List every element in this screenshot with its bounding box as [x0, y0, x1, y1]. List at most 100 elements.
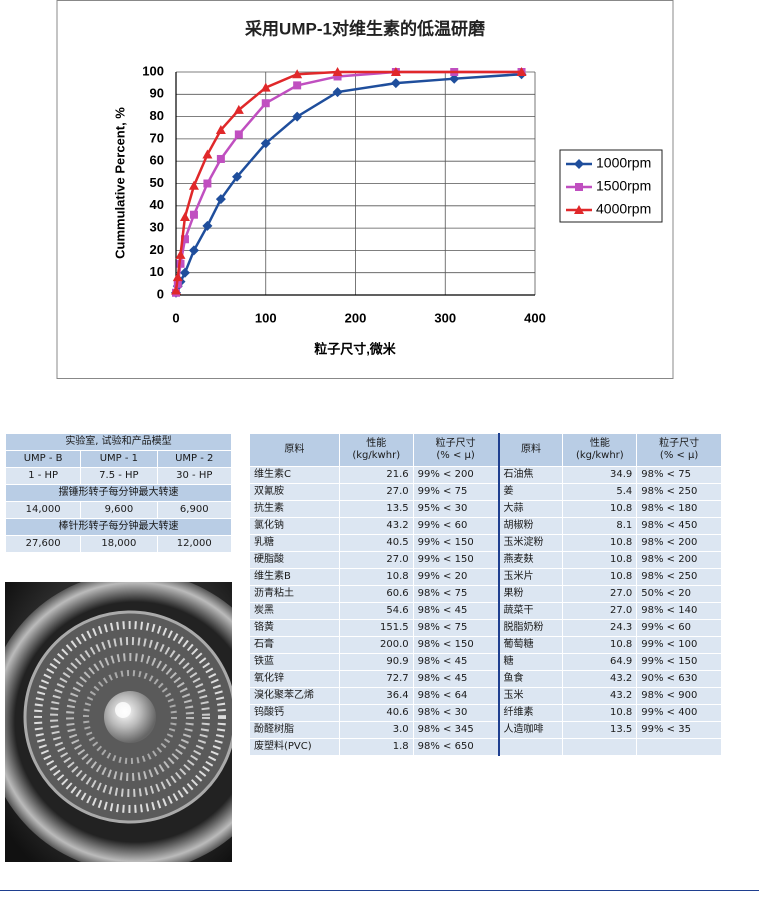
x-tick-label: 0	[172, 310, 179, 325]
table-cell: 葡萄糖	[497, 636, 564, 654]
table-row: 沥青粘土 60.6 98% < 75 果粉 27.0 50% < 20	[249, 585, 722, 603]
header-line: 原料	[284, 444, 305, 455]
table-cell: 糖	[497, 653, 564, 671]
table-cell: 废塑料(PVC)	[249, 738, 340, 756]
table-cell: 蔬菜干	[497, 602, 564, 620]
table-cell: 99% < 150	[412, 551, 500, 569]
table-row: 铬黄 151.5 98% < 75 脱脂奶粉 24.3 99% < 60	[249, 619, 722, 637]
y-tick-label: 30	[150, 220, 164, 235]
table-row: UMP - B UMP - 1 UMP - 2	[4, 450, 232, 468]
table-row: 硬脂酸 27.0 99% < 150 燕麦麸 10.8 98% < 200	[249, 551, 722, 569]
table-row: 炭黑 54.6 98% < 45 蔬菜干 27.0 98% < 140	[249, 602, 722, 620]
marker	[332, 87, 343, 98]
marker	[233, 104, 244, 114]
table-cell: 43.2	[338, 517, 414, 535]
table-cell: 石油焦	[497, 466, 564, 484]
table-cell: 脱脂奶粉	[497, 619, 564, 637]
table-cell: 大蒜	[497, 500, 564, 518]
table-cell: 10.8	[562, 534, 638, 552]
footer-rule	[0, 890, 759, 891]
table-row: 氧化锌 72.7 98% < 45 鱼食 43.2 90% < 630	[249, 670, 722, 688]
table-cell: 27.0	[338, 483, 414, 501]
table-cell: 98% < 45	[412, 653, 500, 671]
table-cell: 抗生素	[249, 500, 340, 518]
table-cell: 1 - HP	[4, 467, 82, 485]
section-title: 棒针形转子每分钟最大转速	[5, 518, 232, 536]
table-cell: 151.5	[338, 619, 414, 637]
table-cell: 7.5 - HP	[80, 467, 158, 485]
table-cell: 9,600	[80, 501, 158, 519]
table-cell: 10.8	[562, 500, 638, 518]
table-cell: 98% < 345	[412, 721, 500, 739]
marker	[215, 194, 226, 205]
marker	[203, 179, 212, 188]
marker	[292, 111, 303, 122]
table-cell: 98% < 75	[412, 619, 500, 637]
y-tick-label: 90	[150, 86, 164, 101]
marker	[232, 171, 243, 182]
table-cell: 钨酸钙	[249, 704, 340, 722]
table-cell: 99% < 200	[412, 466, 500, 484]
table-cell: 纤维素	[497, 704, 564, 722]
x-tick-label: 300	[434, 310, 456, 325]
table-cell: 99% < 60	[636, 619, 722, 637]
table-row: 酚醛树脂 3.0 98% < 345 人造咖啡 13.5 99% < 35	[249, 721, 722, 739]
table-cell: 铁蓝	[249, 653, 340, 671]
marker	[202, 220, 213, 231]
table-cell: 98% < 650	[412, 738, 500, 756]
x-tick-label: 100	[255, 310, 277, 325]
marker	[449, 73, 460, 84]
header-line: 性能	[366, 438, 387, 449]
table-row: 钨酸钙 40.6 98% < 30 纤维素 10.8 99% < 400	[249, 704, 722, 722]
table-cell: 27.0	[562, 585, 638, 603]
marker	[333, 72, 342, 81]
table-cell: 90% < 630	[636, 670, 722, 688]
header-line: 粒子尺寸	[435, 438, 476, 449]
table-cell: 人造咖啡	[497, 721, 564, 739]
table-row: 乳糖 40.5 99% < 150 玉米淀粉 10.8 98% < 200	[249, 534, 722, 552]
table-cell: 玉米片	[497, 568, 564, 586]
table-cell: 5.4	[562, 483, 638, 501]
marker	[260, 82, 271, 92]
y-tick-label: 100	[142, 63, 164, 78]
table-cell: 21.6	[338, 466, 414, 484]
table-row: 摆锤形转子每分钟最大转速	[5, 484, 232, 502]
table-cell: 乳糖	[249, 534, 340, 552]
y-tick-label: 80	[150, 108, 164, 123]
mill-photo	[5, 582, 232, 862]
marker	[189, 210, 198, 219]
table-cell: 氧化锌	[249, 670, 340, 688]
y-tick-label: 40	[150, 197, 164, 212]
table-cell: 维生素C	[249, 466, 340, 484]
marker	[516, 67, 527, 76]
table-cell: 99% < 100	[636, 636, 722, 654]
marker	[179, 211, 190, 221]
legend-label: 4000rpm	[596, 201, 651, 217]
table-cell: 氯化钠	[249, 517, 340, 535]
table-cell: 98% < 450	[636, 517, 722, 535]
table-cell: 鱼食	[497, 670, 564, 688]
table-row: 石膏 200.0 98% < 150 葡萄糖 10.8 99% < 100	[249, 636, 722, 654]
table-row: 实验室, 试验和产品模型	[5, 433, 232, 451]
marker	[574, 159, 584, 169]
table-cell: 27.0	[338, 551, 414, 569]
table-row: 维生素B 10.8 99% < 20 玉米片 10.8 98% < 250	[249, 568, 722, 586]
table-cell: 60.6	[338, 585, 414, 603]
table-cell: 10.8	[338, 568, 414, 586]
table-cell: 酚醛树脂	[249, 721, 340, 739]
chart-title: 采用UMP-1对维生素的低温研磨	[244, 18, 486, 38]
table-cell: 98% < 75	[412, 585, 500, 603]
marker	[179, 267, 190, 278]
table-cell: 石膏	[249, 636, 340, 654]
table-cell: 98% < 200	[636, 534, 722, 552]
y-tick-label: 10	[150, 264, 164, 279]
table-cell: 果粉	[497, 585, 564, 603]
column-header: 粒子尺寸 (% < μ)	[412, 433, 500, 467]
table-cell: 99% < 150	[636, 653, 722, 671]
table-cell: UMP - 1	[80, 450, 158, 468]
y-tick-label: 70	[150, 130, 164, 145]
table-cell: 54.6	[338, 602, 414, 620]
table-cell: 99% < 35	[636, 721, 722, 739]
